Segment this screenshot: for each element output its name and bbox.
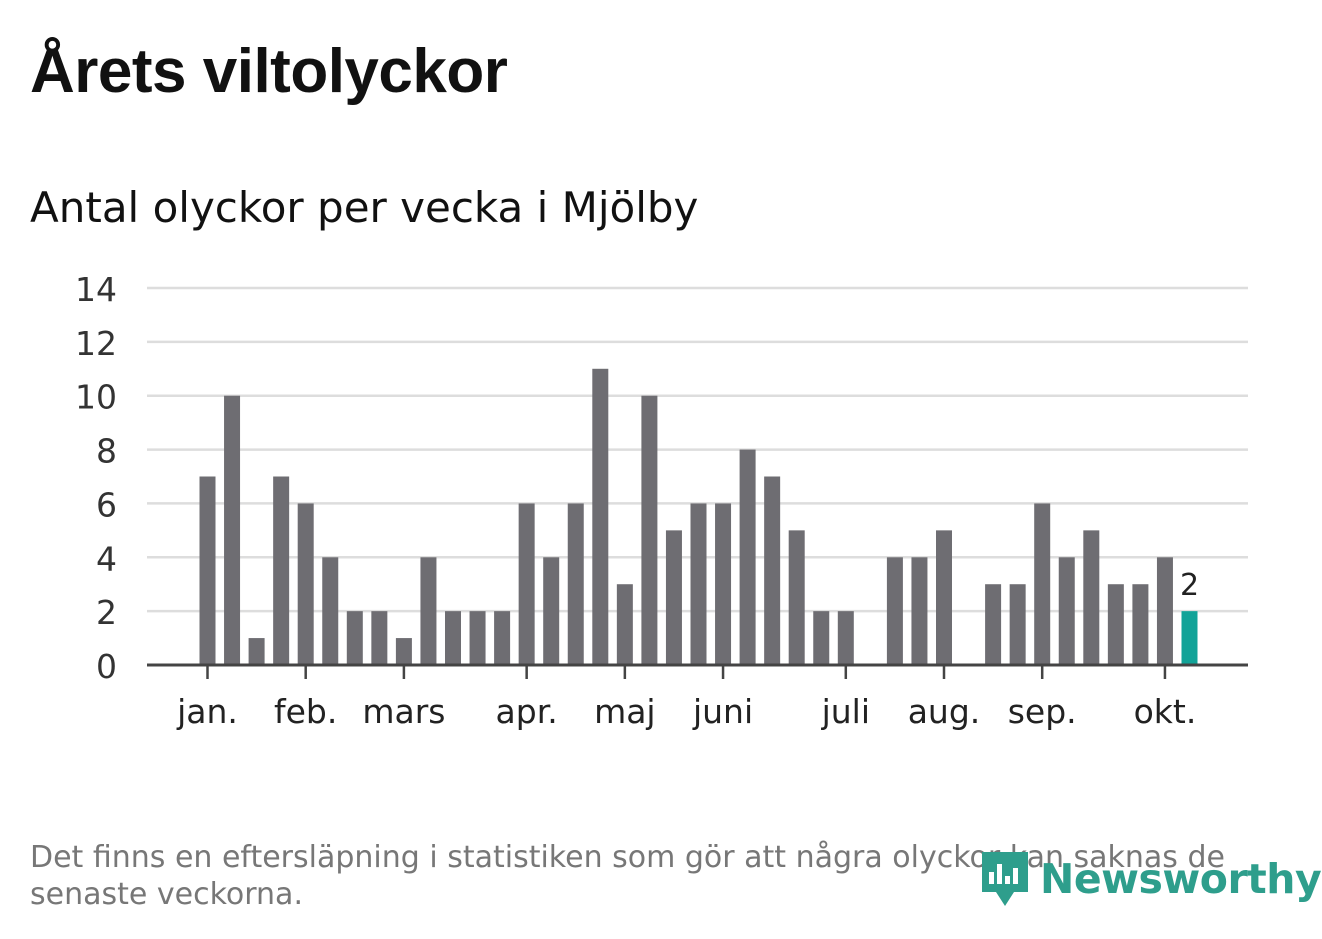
bar-week-11 <box>445 611 461 665</box>
bar-week-29 <box>886 557 903 665</box>
bar-week-16 <box>567 503 584 665</box>
x-tick-label: maj <box>594 692 656 731</box>
bar-week-33 <box>985 584 1002 665</box>
bar-week-17 <box>592 368 609 665</box>
bar-week-2 <box>224 395 241 665</box>
x-tick-label: okt. <box>1134 692 1197 731</box>
x-tick-label: sep. <box>1008 692 1077 731</box>
bar-week-8 <box>371 611 388 665</box>
y-tick-label: 10 <box>75 378 117 417</box>
bar-week-22 <box>715 503 732 665</box>
bar-week-40 <box>1156 557 1173 665</box>
y-tick-label: 14 <box>75 270 117 309</box>
data-labels: 2 <box>1180 568 1199 603</box>
y-tick-label: 2 <box>96 593 117 632</box>
bar-week-25 <box>788 530 805 665</box>
bar-week-34 <box>1009 584 1026 665</box>
bar-week-31 <box>936 530 952 665</box>
x-tick-label: apr. <box>496 692 558 731</box>
bar-week-20 <box>665 530 682 665</box>
bar-week-23 <box>739 449 756 665</box>
bar-week-36 <box>1058 557 1075 665</box>
y-tick-label: 12 <box>75 324 117 363</box>
bar-week-4 <box>273 476 290 665</box>
bar-week-9 <box>395 638 412 665</box>
chart-title: Årets viltolyckor <box>30 37 508 106</box>
x-tick-label: feb. <box>274 692 337 731</box>
bar-week-15 <box>543 557 560 665</box>
x-tick-label: jan. <box>176 692 238 731</box>
bar-week-27 <box>837 611 854 665</box>
bar-week-5 <box>297 503 314 665</box>
bar-week-37 <box>1083 530 1100 665</box>
x-tick-label: mars <box>362 692 445 731</box>
highlight-value-label: 2 <box>1180 568 1199 603</box>
newsworthy-logo: Newsworthy <box>980 848 1322 910</box>
bar-week-24 <box>764 476 781 665</box>
bars <box>199 368 1198 665</box>
bar-week-12 <box>469 611 486 665</box>
bar-week-14 <box>518 503 535 665</box>
y-tick-label: 0 <box>96 647 117 686</box>
x-tick-label: aug. <box>908 692 981 731</box>
bar-week-30 <box>911 557 928 665</box>
bar-week-38 <box>1107 584 1124 665</box>
bar-week-3 <box>248 638 265 665</box>
newsworthy-logo-text: Newsworthy <box>1040 855 1322 903</box>
x-axis: jan. feb. mars apr. maj juni juli aug. sep. okt. <box>147 663 1248 731</box>
bar-week-26 <box>813 611 830 665</box>
bar-week-21 <box>690 503 707 665</box>
bar-week-7 <box>346 611 363 665</box>
bar-week-19 <box>641 395 658 665</box>
bar-week-39 <box>1132 584 1149 665</box>
bar-week-1 <box>199 476 216 665</box>
chart-subtitle: Antal olyckor per vecka i Mjölby <box>30 183 699 232</box>
y-tick-label: 6 <box>96 485 117 524</box>
bar-chart: 0 2 4 6 8 10 12 14 jan. feb. mars apr. maj juni juli a… <box>75 270 1248 731</box>
bar-week-13 <box>494 611 511 665</box>
newsworthy-logo-icon <box>982 852 1028 906</box>
bar-week-10 <box>420 557 437 665</box>
y-tick-label: 8 <box>96 432 117 471</box>
bar-week-41 <box>1181 611 1198 665</box>
y-tick-label: 4 <box>96 539 117 578</box>
bar-week-35 <box>1034 503 1051 665</box>
x-tick-label: juni <box>692 692 753 731</box>
y-axis-ticks: 0 2 4 6 8 10 12 14 <box>75 270 117 686</box>
bar-week-6 <box>322 557 339 665</box>
bar-week-18 <box>616 584 633 665</box>
x-tick-label: juli <box>821 692 870 731</box>
